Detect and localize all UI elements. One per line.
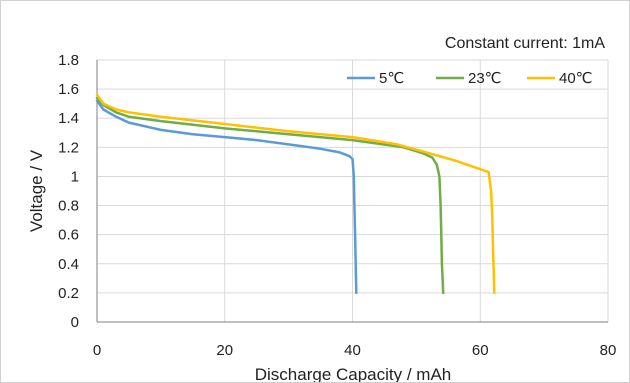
y-tick-label: 0.6: [58, 227, 79, 244]
y-axis-label: Voltage / V: [27, 149, 46, 232]
y-tick-label: 0.2: [58, 285, 79, 302]
x-tick-label: 60: [472, 342, 489, 359]
x-axis-label: Discharge Capacity / mAh: [255, 365, 452, 382]
y-tick-label: 1.2: [58, 139, 79, 156]
legend-label-0: 5℃: [379, 70, 404, 87]
series-lines: [95, 93, 496, 295]
series-line-0: [95, 99, 358, 295]
x-tick-label: 80: [600, 342, 617, 359]
y-tick-label: 1.6: [58, 81, 79, 98]
x-tick-label: 40: [344, 342, 361, 359]
annotation-text: Constant current: 1mA: [445, 35, 605, 52]
legend-label-1: 23℃: [468, 70, 502, 87]
y-tick-label: 0: [71, 314, 79, 331]
grid: [97, 59, 609, 322]
y-tick-label: 1: [71, 168, 79, 185]
series-line-1: [95, 96, 445, 295]
x-tick-label: 0: [93, 342, 101, 359]
y-tick-label: 0.4: [58, 256, 79, 273]
y-tick-label: 1.8: [58, 52, 79, 69]
y-tick-label: 1.4: [58, 110, 79, 127]
x-tick-label: 20: [216, 342, 233, 359]
axes: [96, 60, 608, 323]
legend: 5℃ 23℃ 40℃: [347, 70, 593, 87]
tick-labels: 0 0.2 0.4 0.6 0.8 1 1.2 1.4 1.6 1.8 0 20 40 60 80: [58, 52, 616, 359]
legend-label-2: 40℃: [559, 70, 593, 87]
y-tick-label: 0.8: [58, 198, 79, 215]
series-line-2: [95, 93, 496, 295]
